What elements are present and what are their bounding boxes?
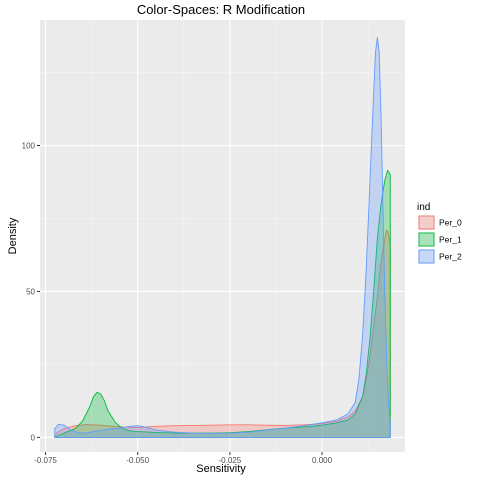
legend-swatch-per-0	[418, 215, 435, 230]
x-tick-label: -0.025	[219, 456, 242, 465]
x-axis-title: Sensitivity	[196, 463, 246, 475]
legend-label: Per_0	[439, 218, 462, 228]
x-tick-label: 0.000	[312, 456, 333, 465]
density-areas	[54, 37, 391, 438]
legend-title: ind	[417, 202, 430, 213]
legend-swatch-per-1	[418, 232, 435, 247]
y-tick-label: 0	[31, 433, 36, 442]
legend-key-background	[418, 215, 435, 230]
legend: ind Per_0 Per_1 Per_2	[417, 202, 462, 264]
y-tick-label: 50	[26, 287, 35, 296]
grid-lines	[40, 20, 405, 452]
axes: -0.075 -0.050 -0.025 0.000 0 50 100	[22, 142, 333, 465]
density-area-per-2	[54, 37, 391, 438]
y-tick-label: 100	[22, 142, 36, 151]
plot-panel	[40, 20, 405, 452]
legend-label: Per_1	[439, 235, 462, 245]
legend-label: Per_2	[439, 252, 462, 262]
y-axis-title: Density	[7, 217, 19, 254]
legend-swatch-per-2	[418, 249, 435, 264]
x-tick-label: -0.050	[126, 456, 149, 465]
x-tick-label: -0.075	[34, 456, 57, 465]
chart-title: Color-Spaces: R Modification	[137, 2, 305, 17]
legend-key-background	[418, 249, 435, 264]
legend-key-background	[418, 232, 435, 247]
